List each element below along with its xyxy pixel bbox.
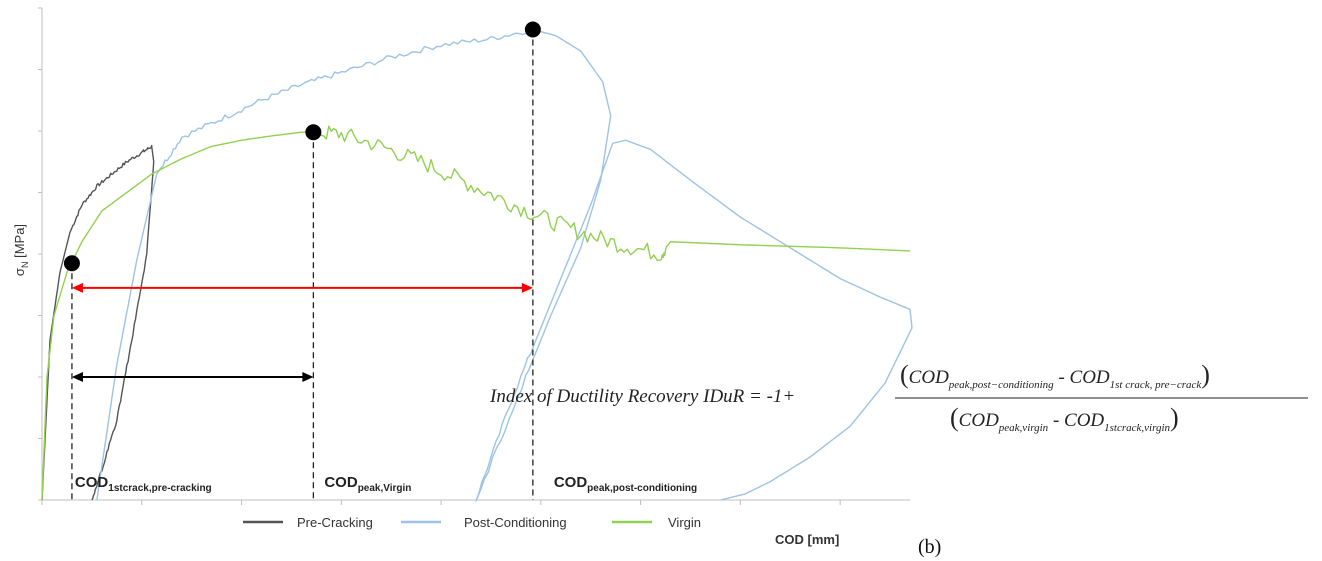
point-1st-crack-pre-cracking [63,255,80,272]
cod-annotations: COD1stcrack,pre-cracking CODpeak,Virgin CO… [75,474,697,494]
arrow-virgin-span [71,372,314,382]
legend-label: Post-Conditioning [464,515,567,530]
formula-denominator: (CODpeak,virgin - COD1stcrack,virgin) [950,403,1179,434]
axes [38,7,910,505]
arrow-head-right [302,372,314,382]
formula-lhs: Index of Ductility Recovery IDuR = -1+ [489,386,795,407]
guide-lines [71,29,534,500]
panel-label: (b) [918,536,941,558]
legend-label: Virgin [668,515,701,530]
arrow-head-left [71,372,83,382]
x-axis-label: COD [mm] [775,532,839,547]
y-axis-label: σN [MPa] [12,224,30,276]
arrow-head-right [521,282,533,293]
cod-label: CODpeak,post-conditioning [554,474,697,494]
ductility-formula: Index of Ductility Recovery IDuR = -1+ (… [489,360,1308,434]
legend: Pre-Cracking Post-Conditioning Virgin [243,515,701,530]
point-peak-virgin [305,124,322,141]
series-group [41,28,913,502]
series-pre-cracking [41,144,155,501]
legend-label: Pre-Cracking [297,515,373,530]
cod-label: COD1stcrack,pre-cracking [75,474,212,494]
series-post-conditioning [96,28,913,502]
series-virgin [41,125,911,501]
marker-points [63,21,541,272]
arrow-head-left [71,282,83,293]
span-arrows [71,282,533,382]
point-peak-post-conditioning [524,21,541,38]
formula-numerator: (CODpeak,post−conditioning - COD1st crac… [900,360,1210,391]
arrow-post-conditioning-span [71,282,533,293]
cod-label: CODpeak,Virgin [324,474,411,494]
